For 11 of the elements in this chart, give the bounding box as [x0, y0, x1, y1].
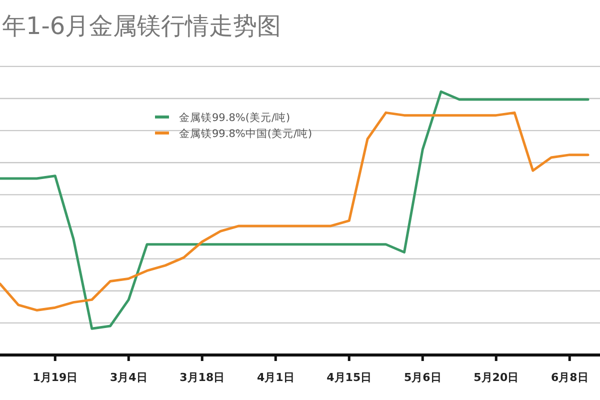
legend-label: 金属镁99.8%(美元/吨): [179, 111, 290, 124]
x-tick-label: 6月8日: [550, 371, 588, 384]
x-tick-label: 1月19日: [32, 371, 78, 384]
x-tick-label: 4月1日: [256, 371, 294, 384]
chart-title: 年1-6月金属镁行情走势图: [2, 12, 282, 40]
x-tick-label: 5月6日: [404, 371, 442, 384]
x-tick-label: 3月18日: [180, 371, 225, 384]
x-tick-label: 4月15日: [326, 371, 372, 384]
x-tick-label: 5月20日: [474, 371, 519, 384]
x-tick-label: 3月4日: [110, 371, 148, 384]
legend-label: 金属镁99.8%中国(美元/吨): [179, 127, 312, 140]
